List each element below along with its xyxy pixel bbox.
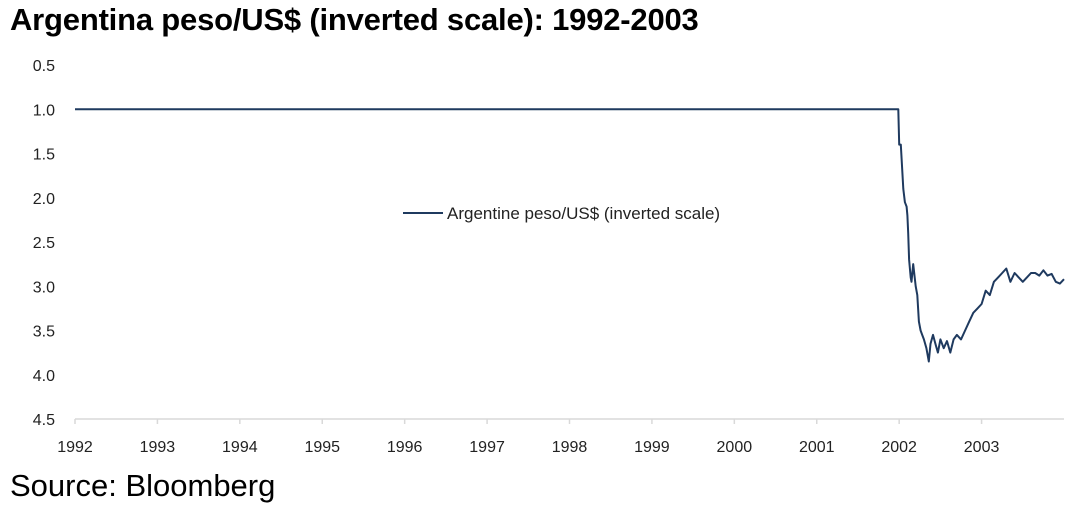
- series-line: [75, 108, 1065, 363]
- x-axis-ticks: 1992 1993 1994 1995 1996 1997 1998 1999 2000 2001…: [57, 419, 999, 456]
- y-tick-label: 3.5: [33, 324, 55, 341]
- x-tick-label: 1997: [469, 439, 505, 456]
- x-tick-label: 2002: [881, 439, 917, 456]
- y-axis-ticks: 0.5 1.0 1.5 2.0 2.5 3.0 3.5 4.0 4.5: [33, 58, 55, 429]
- x-tick-label: 1994: [222, 439, 258, 456]
- x-tick-label: 1993: [140, 439, 176, 456]
- y-tick-label: 4.5: [33, 412, 55, 429]
- x-tick-label: 2003: [964, 439, 1000, 456]
- y-tick-label: 1.0: [33, 102, 55, 119]
- x-tick-label: 2000: [717, 439, 753, 456]
- x-tick-label: 1992: [57, 439, 93, 456]
- y-tick-label: 2.5: [33, 235, 55, 252]
- chart-title: Argentina peso/US$ (inverted scale): 199…: [10, 2, 699, 37]
- source-note: Source: Bloomberg: [10, 468, 276, 503]
- x-tick-label: 1998: [552, 439, 588, 456]
- y-tick-label: 2.0: [33, 191, 55, 208]
- y-tick-label: 3.0: [33, 279, 55, 296]
- y-tick-label: 0.5: [33, 58, 55, 75]
- x-tick-label: 1999: [634, 439, 670, 456]
- x-tick-label: 1995: [304, 439, 340, 456]
- y-tick-label: 4.0: [33, 368, 55, 385]
- y-tick-label: 1.5: [33, 147, 55, 164]
- legend-label: Argentine peso/US$ (inverted scale): [447, 204, 720, 223]
- x-tick-label: 1996: [387, 439, 423, 456]
- x-tick-label: 2001: [799, 439, 835, 456]
- legend: Argentine peso/US$ (inverted scale): [403, 204, 720, 223]
